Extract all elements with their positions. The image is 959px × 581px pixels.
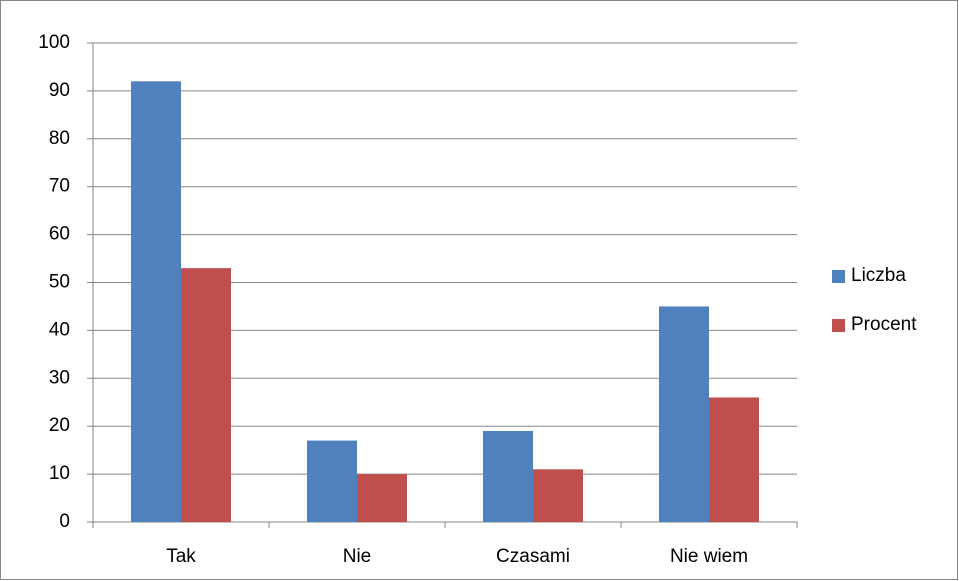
y-tick-label: 50 [49, 272, 70, 293]
bar [307, 440, 357, 522]
y-tick-label: 90 [49, 80, 70, 101]
x-tick-label: Tak [166, 546, 196, 567]
bar [659, 306, 709, 522]
legend-label: Procent [851, 314, 917, 335]
y-tick-label: 20 [49, 415, 70, 436]
y-tick-label: 10 [49, 463, 70, 484]
x-tick-label: Nie wiem [670, 546, 748, 567]
y-tick-label: 40 [49, 319, 70, 340]
bar [483, 430, 533, 522]
y-tick-label: 60 [49, 224, 70, 245]
bar [709, 397, 759, 522]
legend-swatch [832, 270, 845, 283]
bar [131, 81, 181, 522]
x-tick-label: Czasami [496, 546, 570, 567]
y-tick-label: 80 [49, 128, 70, 149]
y-tick-label: 70 [49, 176, 70, 197]
y-tick-label: 0 [59, 511, 70, 532]
y-tick-label: 30 [49, 367, 70, 388]
x-tick-label: Nie [343, 546, 372, 567]
bar [357, 474, 407, 522]
bar [181, 268, 231, 522]
y-tick-label: 100 [38, 32, 70, 53]
legend-label: Liczba [851, 265, 906, 286]
bar [533, 469, 583, 522]
legend-swatch [832, 319, 845, 332]
